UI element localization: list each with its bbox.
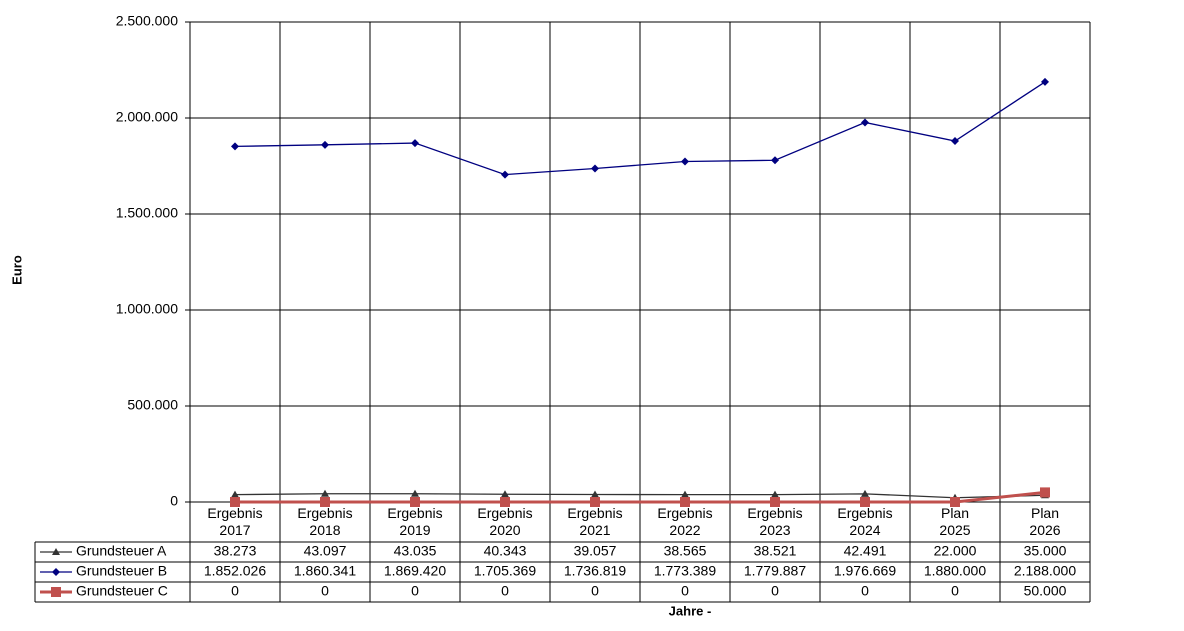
marker (861, 118, 869, 127)
y-tick-label: 1.500.000 (116, 205, 178, 221)
marker (501, 490, 509, 498)
table-value: 1.773.389 (654, 563, 716, 579)
table-value: 1.852.026 (204, 563, 266, 579)
table-value: 1.736.819 (564, 563, 626, 579)
table-value: 0 (501, 583, 509, 599)
marker (680, 497, 690, 507)
x-tick-label: Plan 2026 (1029, 505, 1060, 538)
x-tick-label: Ergebnis 2019 (387, 505, 442, 538)
marker (500, 497, 510, 507)
marker (51, 587, 61, 597)
legend-label: Grundsteuer B (76, 563, 167, 579)
table-value: 50.000 (1024, 583, 1067, 599)
marker (951, 137, 959, 146)
y-tick-label: 0 (170, 493, 178, 509)
x-axis-title: Jahre - (669, 603, 712, 618)
x-tick-label: Ergebnis 2020 (477, 505, 532, 538)
marker (771, 490, 779, 498)
y-tick-label: 500.000 (127, 397, 178, 413)
marker (52, 568, 60, 576)
x-tick-label: Ergebnis 2024 (837, 505, 892, 538)
table-value: 0 (321, 583, 329, 599)
x-tick-label: Ergebnis 2018 (297, 505, 352, 538)
table-value: 1.880.000 (924, 563, 986, 579)
x-tick-label: Ergebnis 2021 (567, 505, 622, 538)
marker (501, 170, 509, 179)
marker (321, 489, 329, 497)
table-value: 2.188.000 (1014, 563, 1076, 579)
marker (231, 142, 239, 151)
marker (861, 489, 869, 497)
table-value: 0 (771, 583, 779, 599)
table-value: 1.860.341 (294, 563, 356, 579)
marker (52, 548, 60, 555)
marker (1040, 487, 1050, 498)
marker (410, 497, 420, 507)
table-value: 42.491 (844, 543, 887, 559)
marker (770, 497, 780, 507)
table-value: 39.057 (574, 543, 617, 559)
table-value: 43.097 (304, 543, 347, 559)
x-tick-label: Ergebnis 2023 (747, 505, 802, 538)
legend-label: Grundsteuer A (76, 543, 167, 559)
table-value: 40.343 (484, 543, 527, 559)
marker (591, 164, 599, 173)
table-value: 0 (681, 583, 689, 599)
marker (591, 490, 599, 498)
x-tick-label: Ergebnis 2022 (657, 505, 712, 538)
y-axis-title: Euro (9, 255, 24, 285)
legend-label: Grundsteuer C (76, 583, 168, 599)
marker (320, 497, 330, 507)
table-value: 1.976.669 (834, 563, 896, 579)
table-value: 1.869.420 (384, 563, 446, 579)
marker (230, 497, 240, 507)
marker (681, 490, 689, 498)
marker (1041, 77, 1049, 86)
marker (411, 489, 419, 497)
table-value: 22.000 (934, 543, 977, 559)
marker (771, 156, 779, 165)
table-value: 38.273 (214, 543, 257, 559)
table-value: 43.035 (394, 543, 437, 559)
marker (860, 497, 870, 507)
table-value: 0 (411, 583, 419, 599)
table-value: 38.521 (754, 543, 797, 559)
table-value: 1.779.887 (744, 563, 806, 579)
marker (590, 497, 600, 507)
table-value: 0 (861, 583, 869, 599)
y-tick-label: 1.000.000 (116, 301, 178, 317)
series-line (235, 490, 1046, 504)
marker (411, 139, 419, 148)
table-value: 0 (591, 583, 599, 599)
series-line (234, 493, 1046, 499)
marker (681, 157, 689, 166)
table-value: 1.705.369 (474, 563, 536, 579)
marker (231, 490, 239, 498)
table-value: 0 (231, 583, 239, 599)
marker (321, 140, 329, 149)
y-tick-label: 2.000.000 (116, 109, 178, 125)
table-value: 35.000 (1024, 543, 1067, 559)
x-tick-label: Ergebnis 2017 (207, 505, 262, 538)
marker (950, 497, 960, 507)
table-value: 38.565 (664, 543, 707, 559)
table-value: 0 (951, 583, 959, 599)
x-tick-label: Plan 2025 (939, 505, 970, 538)
y-tick-label: 2.500.000 (116, 13, 178, 29)
series-line (234, 81, 1046, 176)
